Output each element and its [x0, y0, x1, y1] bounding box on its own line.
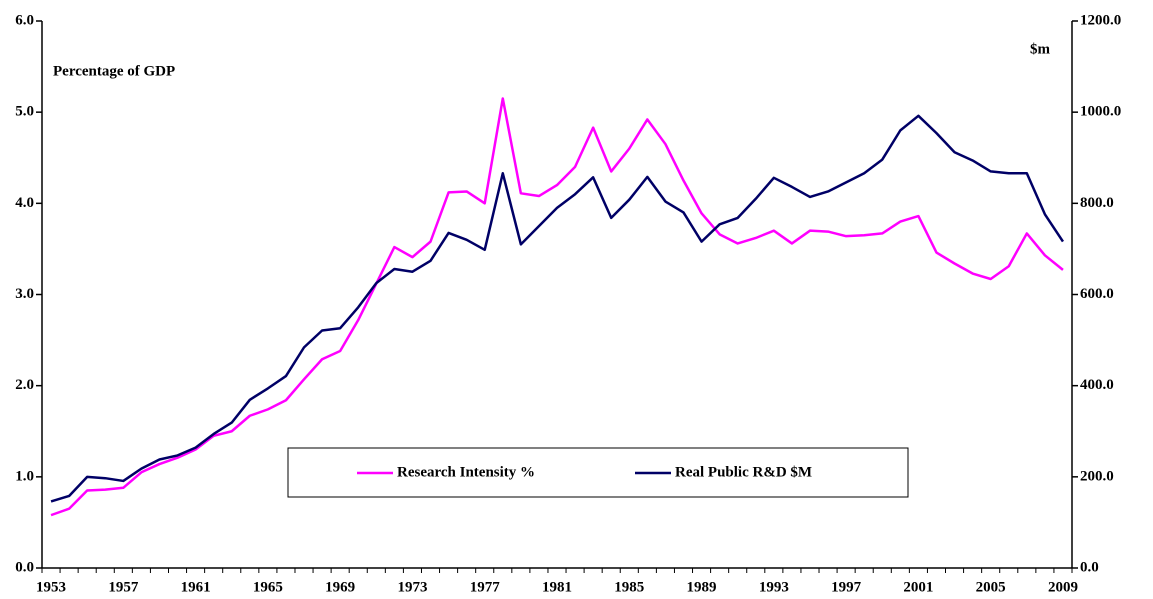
- series-line: [50, 97, 1064, 517]
- y2-tick-label: 1200.0: [1080, 12, 1121, 28]
- y2-tick-label: 400.0: [1080, 377, 1114, 393]
- y-tick-label: 0.0: [15, 559, 34, 575]
- x-tick-label: 2009: [1048, 579, 1078, 595]
- x-tick-label: 1973: [397, 579, 427, 595]
- x-tick-label: 2005: [976, 579, 1006, 595]
- x-tick-label: 1953: [36, 579, 66, 595]
- y-tick-label: 2.0: [15, 377, 34, 393]
- x-tick-label: 1957: [108, 579, 139, 595]
- x-tick-label: 1961: [181, 579, 211, 595]
- x-tick-label: 1981: [542, 579, 572, 595]
- y2-tick-label: 800.0: [1080, 195, 1114, 211]
- x-tick-label: 1997: [831, 579, 862, 595]
- y-tick-label: 5.0: [15, 104, 34, 120]
- y-tick-label: 3.0: [15, 286, 34, 302]
- legend-label: Real Public R&D $M: [675, 464, 812, 480]
- y-tick-label: 4.0: [15, 195, 34, 211]
- x-tick-label: 1993: [759, 579, 789, 595]
- x-tick-label: 1969: [325, 579, 355, 595]
- series-line: [50, 114, 1065, 503]
- x-tick-label: 1989: [687, 579, 717, 595]
- x-tick-label: 1985: [614, 579, 644, 595]
- x-tick-label: 2001: [903, 579, 933, 595]
- y-tick-label: 6.0: [15, 12, 34, 28]
- y-tick-label: 1.0: [15, 468, 34, 484]
- legend-label: Research Intensity %: [397, 464, 535, 480]
- x-tick-label: 1977: [470, 579, 501, 595]
- y2-tick-label: 1000.0: [1080, 104, 1121, 120]
- y2-tick-label: 200.0: [1080, 468, 1114, 484]
- left-axis-label: Percentage of GDP: [53, 63, 175, 79]
- y2-tick-label: 600.0: [1080, 286, 1114, 302]
- right-axis-label: $m: [1030, 41, 1051, 57]
- x-tick-label: 1965: [253, 579, 283, 595]
- y2-tick-label: 0.0: [1080, 559, 1099, 575]
